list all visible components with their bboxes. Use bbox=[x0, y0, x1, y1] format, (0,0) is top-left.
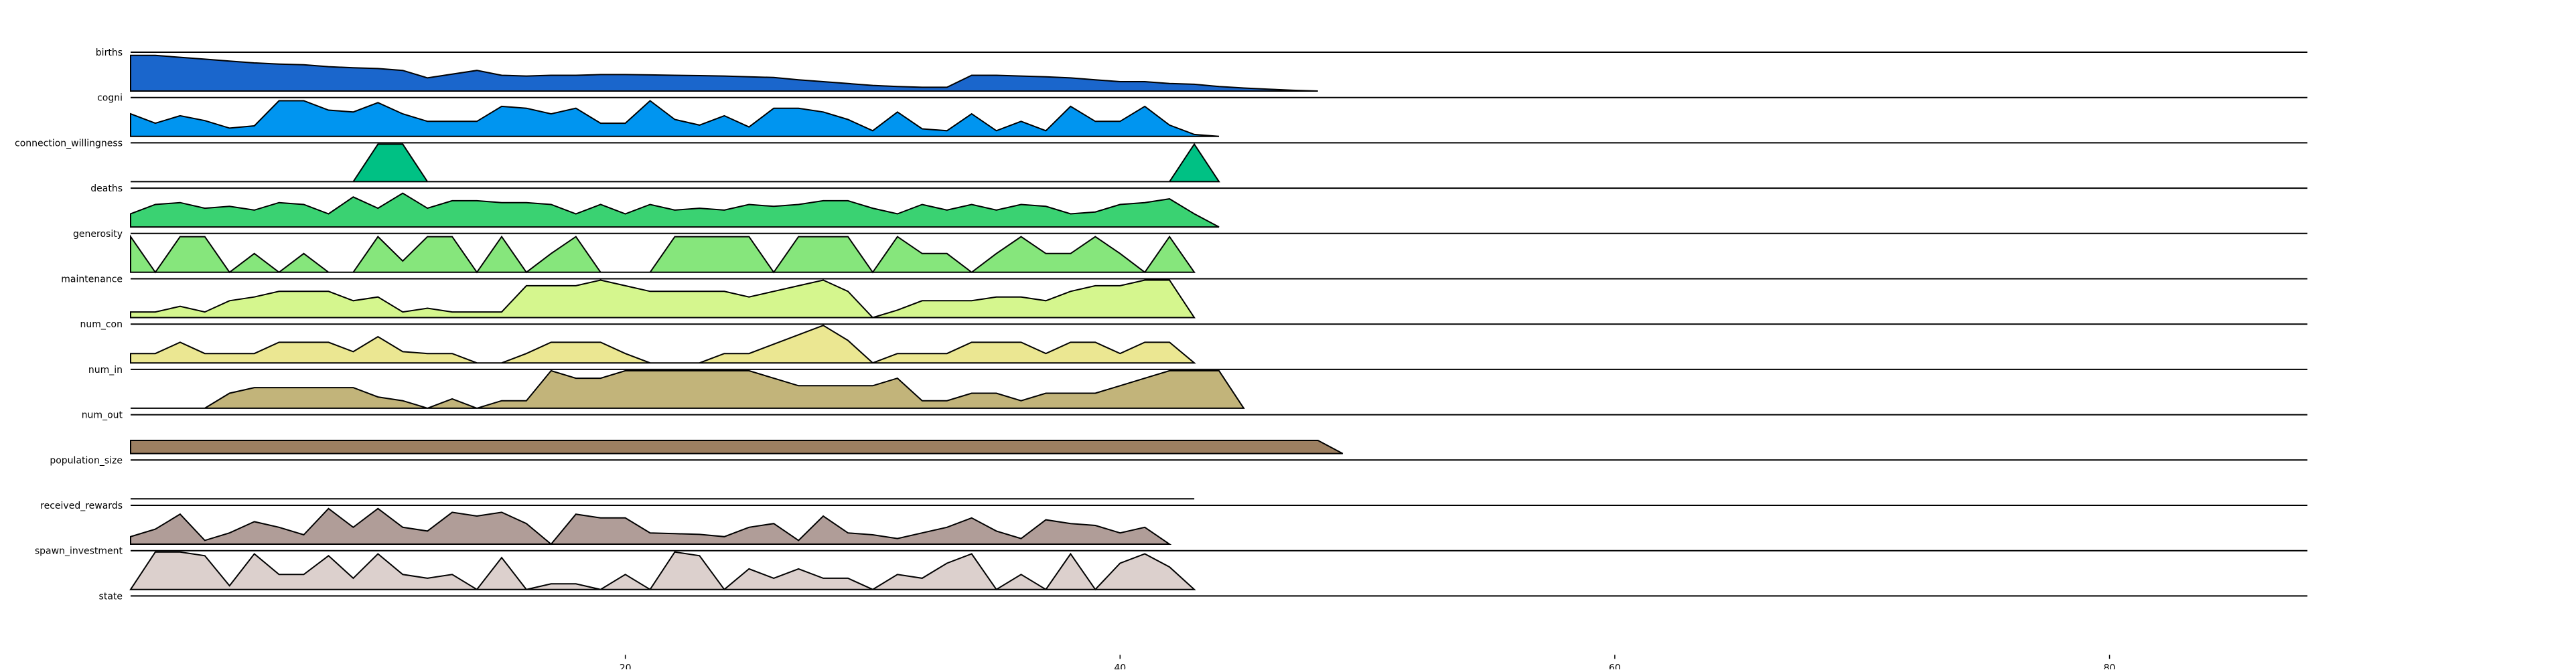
x-axis: 20 40 60 80 bbox=[620, 655, 2116, 672]
ridge-area bbox=[129, 551, 1196, 591]
ridge-area bbox=[130, 325, 1196, 364]
ridge-row-deaths: deaths bbox=[90, 183, 2307, 228]
row-label: spawn_investment bbox=[35, 546, 123, 557]
ridge-area bbox=[130, 54, 1318, 92]
ridge-row-received-rewards: received_rewards bbox=[40, 501, 2307, 545]
row-label: deaths bbox=[90, 183, 123, 194]
ridge-row-num-in: num_in bbox=[88, 365, 2307, 409]
row-label: connection_willingness bbox=[15, 138, 123, 149]
x-tick-label: 40 bbox=[1114, 663, 1126, 669]
ridge-row-maintenance: maintenance bbox=[61, 274, 2307, 319]
row-label: births bbox=[96, 48, 123, 58]
row-label: maintenance bbox=[61, 274, 123, 285]
ridge-row-connection-willingness: connection_willingness bbox=[15, 138, 2307, 183]
row-label: cogni bbox=[97, 93, 123, 104]
ridge-area bbox=[130, 100, 1220, 137]
row-label: num_out bbox=[82, 410, 123, 421]
ridge-area bbox=[130, 192, 1220, 228]
row-label: generosity bbox=[73, 229, 123, 240]
ridge-area bbox=[130, 507, 1172, 545]
ridge-row-generosity: generosity bbox=[73, 229, 2307, 274]
row-label: state bbox=[99, 591, 123, 602]
ridge-row-state: state bbox=[99, 591, 2307, 602]
ridge-row-births: births bbox=[96, 48, 2307, 92]
row-label: population_size bbox=[50, 455, 123, 466]
ridge-area bbox=[130, 279, 1196, 319]
x-tick-label: 20 bbox=[620, 663, 632, 669]
x-tick-label: 80 bbox=[2104, 663, 2116, 669]
ridge-row-num-con: num_con bbox=[80, 319, 2307, 364]
ridge-area bbox=[130, 234, 1196, 274]
ridge-area bbox=[131, 143, 1220, 183]
ridge-row-cogni: cogni bbox=[97, 93, 2307, 137]
row-label: num_con bbox=[80, 319, 123, 330]
ridge-row-num-out: num_out bbox=[82, 410, 2307, 454]
row-label: received_rewards bbox=[40, 501, 123, 511]
ridge-row-spawn-investment: spawn_investment bbox=[35, 546, 2307, 591]
row-label: num_in bbox=[88, 365, 123, 375]
x-tick-label: 60 bbox=[1609, 663, 1621, 669]
ridge-area bbox=[131, 369, 1245, 409]
ridge-row-population-size: population_size bbox=[50, 455, 2307, 500]
ridge-area bbox=[130, 440, 1344, 454]
